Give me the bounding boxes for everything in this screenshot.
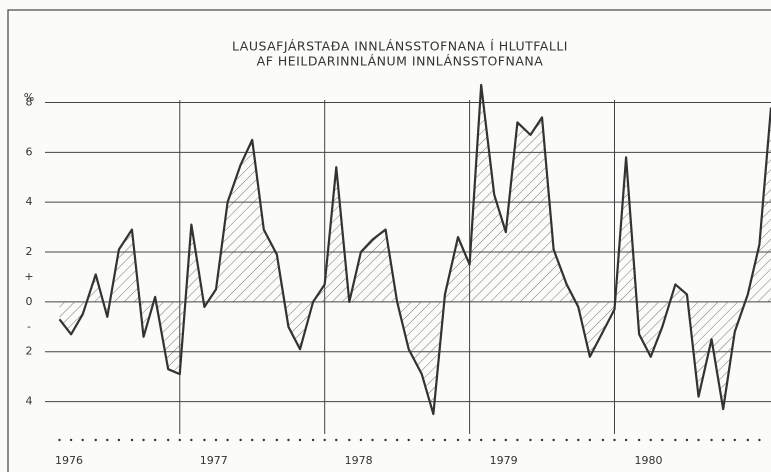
month-dot	[685, 438, 689, 442]
y-tick-label: 4	[26, 195, 33, 208]
data-line	[58, 83, 771, 416]
chart-title: LAUSAFJÁRSTAÐA INNLÁNSSTOFNANA Í HLUTFAL…	[232, 39, 568, 54]
x-tick-label: 1976	[55, 454, 83, 467]
month-dot	[565, 438, 568, 442]
y-tick-label: 6	[26, 145, 33, 158]
month-dot	[637, 438, 641, 442]
month-dot	[335, 438, 338, 442]
month-dot	[69, 438, 73, 442]
month-dot	[697, 438, 700, 442]
month-dot	[190, 438, 193, 442]
y-tick-label: 4	[26, 395, 33, 408]
month-dot	[359, 438, 363, 442]
month-dot	[746, 438, 750, 442]
month-dot	[613, 438, 616, 442]
month-dot	[106, 438, 109, 442]
frame	[7, 9, 771, 472]
month-dot	[203, 438, 206, 442]
y-tick-label: 8	[26, 95, 33, 108]
month-dot	[432, 438, 435, 442]
month-dot	[733, 438, 736, 442]
y-axis-label: %	[24, 91, 34, 104]
month-dot	[251, 438, 254, 442]
month-dot	[504, 438, 508, 442]
month-dot	[710, 438, 713, 442]
month-dot	[395, 438, 399, 442]
month-dot	[287, 438, 290, 442]
month-dot	[117, 438, 121, 442]
month-dot	[142, 438, 145, 442]
month-dot	[540, 438, 544, 442]
x-tick-label: 1980	[634, 454, 662, 467]
month-dot	[407, 438, 410, 442]
month-dot	[649, 438, 652, 442]
month-dot	[624, 438, 628, 442]
month-dot	[479, 438, 483, 442]
month-dot	[94, 438, 97, 442]
month-dot	[239, 438, 242, 442]
month-dot	[552, 438, 555, 442]
month-dot	[348, 438, 351, 442]
month-dot	[443, 438, 447, 442]
month-dot	[516, 438, 519, 442]
month-dot	[323, 438, 326, 442]
month-dot	[529, 438, 532, 442]
month-dot	[601, 438, 605, 442]
month-dot	[661, 438, 664, 442]
month-dot	[721, 438, 725, 442]
x-tick-label: 1979	[490, 454, 518, 467]
month-dot	[588, 438, 592, 442]
month-dot	[420, 438, 423, 442]
month-dot	[577, 438, 580, 442]
month-dot	[371, 438, 374, 442]
month-dot	[166, 438, 170, 442]
hatched-area	[59, 85, 771, 415]
month-dot	[130, 438, 134, 442]
sign-label: -	[27, 320, 31, 333]
month-dot	[493, 438, 496, 442]
x-tick-label: 1978	[345, 454, 373, 467]
month-dot	[311, 438, 315, 442]
month-dot	[262, 438, 266, 442]
month-dot	[275, 438, 279, 442]
month-dot	[456, 438, 460, 442]
month-dot	[758, 438, 761, 442]
chart-subtitle: AF HEILDARINNLÁNUM INNLÁNSSTOFNANA	[257, 54, 544, 69]
month-dot	[468, 438, 471, 442]
sign-label: +	[24, 270, 33, 283]
month-dot	[674, 438, 677, 442]
month-dot	[214, 438, 218, 442]
month-dot	[81, 438, 84, 442]
month-dot	[226, 438, 229, 442]
y-tick-label: 2	[26, 345, 33, 358]
month-dot	[384, 438, 387, 442]
month-dot	[153, 438, 157, 442]
y-tick-label: 2	[26, 245, 33, 258]
x-tick-label: 1977	[200, 454, 228, 467]
y-tick-label: 0	[26, 295, 33, 308]
month-dot	[298, 438, 302, 442]
month-dot	[178, 438, 181, 442]
month-dot	[58, 438, 61, 442]
